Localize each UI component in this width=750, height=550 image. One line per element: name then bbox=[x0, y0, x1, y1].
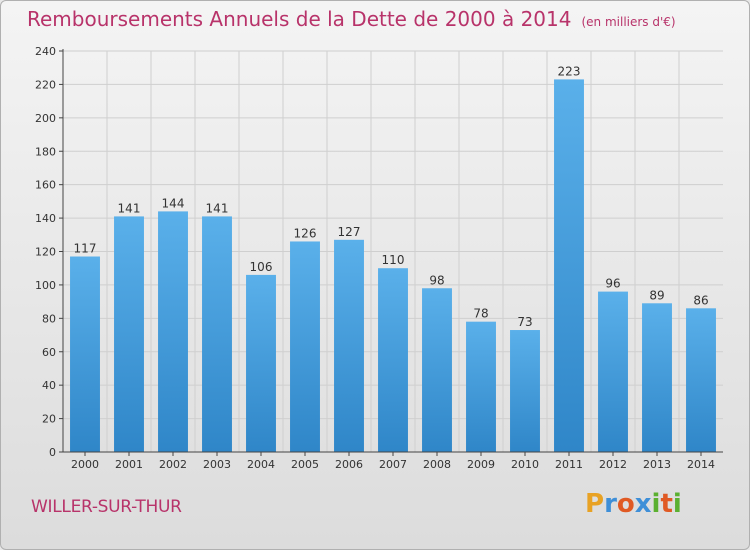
y-tick-label-100: 100 bbox=[35, 279, 56, 292]
x-tick-label-2011: 2011 bbox=[555, 458, 583, 471]
bar-2005 bbox=[290, 241, 320, 452]
value-label-2001: 141 bbox=[118, 201, 141, 215]
bar-layer: 117 141 144 141 106 126 127 110 98 78 73 223 96 89 86 bbox=[70, 64, 716, 452]
y-tick-label-220: 220 bbox=[35, 78, 56, 91]
bar-2009 bbox=[466, 322, 496, 452]
y-tick-label-120: 120 bbox=[35, 246, 56, 259]
value-label-2014: 86 bbox=[693, 293, 708, 307]
value-label-2006: 127 bbox=[338, 225, 361, 239]
x-tick-label-2002: 2002 bbox=[159, 458, 187, 471]
value-label-2000: 117 bbox=[74, 242, 97, 256]
bar-2013 bbox=[642, 303, 672, 452]
x-tick-label-2003: 2003 bbox=[203, 458, 231, 471]
logo-letter-6: i bbox=[673, 489, 682, 519]
value-label-2009: 78 bbox=[473, 307, 488, 321]
x-tick-label-2012: 2012 bbox=[599, 458, 627, 471]
chart-frame: Remboursements Annuels de la Dette de 20… bbox=[0, 0, 750, 550]
logo-letter-3: x bbox=[635, 489, 652, 519]
bar-2006 bbox=[334, 240, 364, 452]
logo-letter-5: t bbox=[660, 489, 672, 519]
bar-2008 bbox=[422, 288, 452, 452]
y-tick-label-40: 40 bbox=[42, 379, 56, 392]
bar-2010 bbox=[510, 330, 540, 452]
value-label-2010: 73 bbox=[517, 315, 532, 329]
logo-letter-0: P bbox=[585, 489, 604, 519]
value-label-2008: 98 bbox=[429, 273, 444, 287]
y-tick-label-140: 140 bbox=[35, 212, 56, 225]
bar-2003 bbox=[202, 216, 232, 452]
bar-chart: 117141 144 141106126 1271109878732239689 86 … bbox=[1, 1, 749, 549]
y-tick-label-60: 60 bbox=[42, 346, 56, 359]
value-label-2013: 89 bbox=[649, 288, 664, 302]
y-tick-label-200: 200 bbox=[35, 112, 56, 125]
x-tick-label-2007: 2007 bbox=[379, 458, 407, 471]
value-label-2007: 110 bbox=[382, 253, 405, 267]
y-tick-label-160: 160 bbox=[35, 179, 56, 192]
y-tick-label-80: 80 bbox=[42, 312, 56, 325]
proxiti-logo: Proxiti bbox=[585, 489, 682, 519]
y-tick-label-20: 20 bbox=[42, 413, 56, 426]
bar-2000 bbox=[70, 257, 100, 452]
x-tick-label-2014: 2014 bbox=[687, 458, 715, 471]
value-label-2004: 106 bbox=[250, 260, 273, 274]
x-tick-label-2000: 2000 bbox=[71, 458, 99, 471]
logo-letter-1: r bbox=[604, 489, 617, 519]
place-name: WILLER-SUR-THUR bbox=[31, 497, 182, 517]
x-tick-label-2005: 2005 bbox=[291, 458, 319, 471]
logo-letter-2: o bbox=[617, 489, 635, 519]
x-tick-label-2004: 2004 bbox=[247, 458, 275, 471]
x-tick-label-2010: 2010 bbox=[511, 458, 539, 471]
x-tick-label-2006: 2006 bbox=[335, 458, 363, 471]
value-label-2002: 144 bbox=[162, 196, 185, 210]
value-label-2005: 126 bbox=[294, 226, 317, 240]
bar-2002 bbox=[158, 211, 188, 452]
bar-2001 bbox=[114, 216, 144, 452]
x-tick-label-2008: 2008 bbox=[423, 458, 451, 471]
x-tick-label-2009: 2009 bbox=[467, 458, 495, 471]
bar-2011 bbox=[554, 79, 584, 452]
bar-2014 bbox=[686, 308, 716, 452]
y-tick-label-0: 0 bbox=[49, 446, 56, 459]
x-tick-label-2013: 2013 bbox=[643, 458, 671, 471]
value-label-2011: 223 bbox=[558, 64, 581, 78]
x-tick-label-2001: 2001 bbox=[115, 458, 143, 471]
value-label-2003: 141 bbox=[206, 201, 229, 215]
bar-2007 bbox=[378, 268, 408, 452]
bar-2004 bbox=[246, 275, 276, 452]
y-tick-label-240: 240 bbox=[35, 45, 56, 58]
logo-letter-4: i bbox=[652, 489, 661, 519]
y-tick-label-180: 180 bbox=[35, 145, 56, 158]
bar-2012 bbox=[598, 292, 628, 452]
value-label-2012: 96 bbox=[605, 277, 620, 291]
